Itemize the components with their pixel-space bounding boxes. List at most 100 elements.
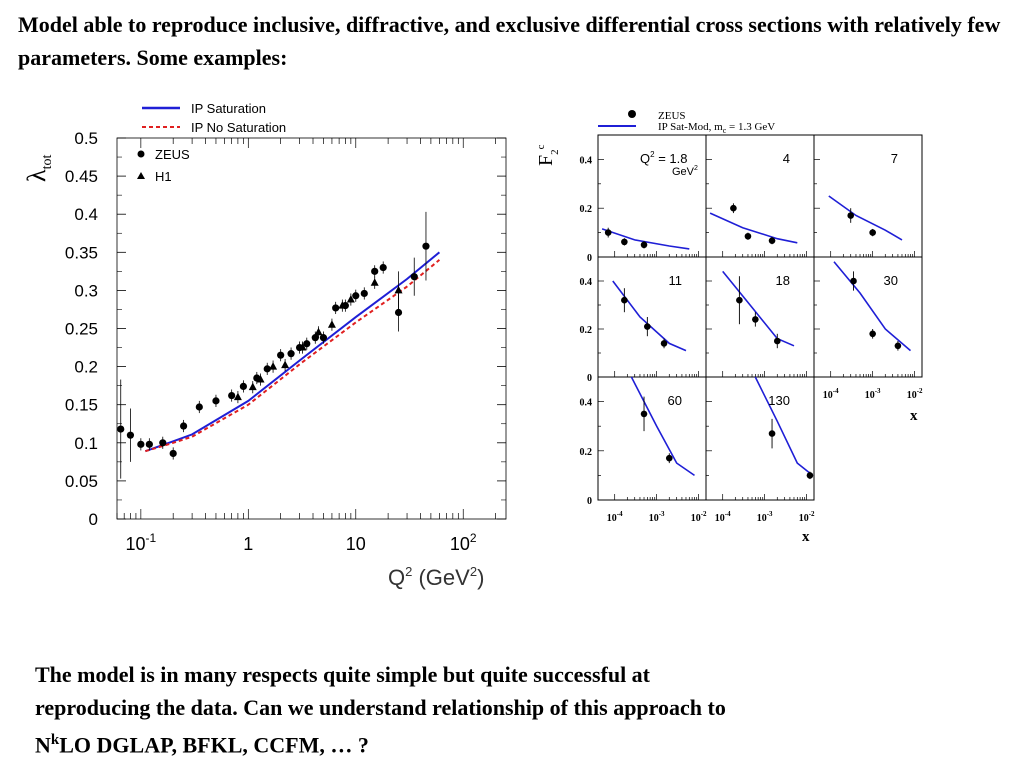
h1-data-point — [233, 392, 242, 401]
zeus-data-point — [212, 397, 220, 405]
f2c-y-tick-label: 0.4 — [580, 398, 593, 409]
f2c-x-tick-exp: -2 — [917, 387, 923, 395]
f2c-data-point — [644, 323, 651, 330]
f2c-x-tick-base: 10 — [607, 513, 617, 524]
zeus-data-point — [137, 440, 145, 448]
y-title-lambda: λ — [22, 169, 51, 182]
zeus-data-point — [352, 292, 360, 300]
f2c-panel-q2-label: 60 — [668, 393, 682, 408]
h1-data-point — [248, 382, 257, 391]
f2c-model-curve — [754, 376, 814, 477]
f2c-panel-frame — [597, 376, 707, 501]
zeus-data-point — [195, 403, 203, 411]
f2c-x-tick-label: 10-2 — [799, 510, 815, 524]
legend-h1-label: H1 — [155, 169, 172, 184]
zeus-data-point — [410, 273, 418, 281]
h1-data-point — [314, 327, 323, 336]
f2c-data-point — [850, 277, 857, 285]
f2c-data-point — [621, 296, 628, 304]
lambda-y-tick-label: 0.15 — [65, 396, 98, 415]
f2c-data-point — [752, 316, 759, 323]
zeus-data-point — [263, 365, 271, 373]
f2c-panel-frame — [705, 134, 815, 258]
f2c-legend-zeus-label: ZEUS — [658, 110, 686, 122]
h1-data-point — [281, 360, 290, 369]
f2c-y-tick-label: 0 — [587, 373, 592, 384]
zeus-data-point — [228, 391, 236, 400]
zeus-data-point — [277, 351, 285, 359]
lambda-x-tick-exponent: -1 — [146, 531, 157, 545]
conclusion-line-1: The model is in many respects quite simp… — [35, 662, 651, 687]
zeus-data-point — [332, 304, 340, 312]
f2c-y-tick-label: 0.4 — [580, 277, 593, 288]
f2c-y-axis-title: F2c — [535, 144, 561, 166]
f2c-data-point — [744, 232, 752, 240]
legend-zeus-label: ZEUS — [155, 147, 190, 162]
f2c-data-point — [660, 340, 668, 347]
f2c-x-tick-label: 10-2 — [691, 510, 707, 524]
lambda-y-axis-title: λtot — [22, 155, 55, 182]
f2c-panel-q2-label: 18 — [776, 273, 790, 288]
h1-data-point — [256, 375, 265, 383]
lambda-y-tick-label: 0.2 — [74, 358, 98, 377]
f2c-y-title-f: F — [535, 155, 557, 166]
q2-sup: 2 — [650, 150, 655, 159]
f2c-x-tick-base: 10 — [691, 513, 701, 524]
h1-data-point — [327, 320, 336, 328]
f2c-x-tick-base: 10 — [799, 513, 809, 524]
lambda-y-tick-label: 0.35 — [65, 243, 98, 262]
lambda-y-tick-label: 0.5 — [74, 129, 98, 148]
lambda-y-tick-label: 0.1 — [74, 434, 98, 453]
x-title-sup: 2 — [405, 564, 412, 579]
f2c-data-point — [640, 410, 648, 418]
h1-data-point — [394, 285, 403, 294]
f2c-panel-q2-label: 11 — [669, 273, 683, 288]
f2c-x-tick-base: 10 — [907, 390, 917, 401]
f2c-x-tick-base: 10 — [715, 513, 725, 524]
f2c-data-point — [869, 330, 876, 338]
f2c-model-curve — [612, 280, 687, 352]
f2c-y-tick-label: 0 — [587, 496, 592, 507]
zeus-data-point — [379, 263, 387, 272]
f2c-x-tick-label: 10-4 — [715, 510, 731, 524]
conclusion-k-superscript: k — [50, 732, 60, 748]
lambda-y-tick-label: 0.25 — [65, 320, 98, 339]
f2c-panel-frame — [813, 256, 923, 378]
h1-data-point — [346, 295, 355, 303]
slide-intro-text: Model able to reproduce inclusive, diffr… — [18, 12, 1001, 70]
q2-value: = 1.8 — [655, 151, 688, 166]
h1-data-point — [269, 362, 278, 370]
f2c-x-tick-base: 10 — [865, 390, 875, 401]
f2c-y-title-sup: c — [535, 144, 547, 149]
f2c-panel-frame — [705, 376, 815, 501]
zeus-data-point — [169, 449, 177, 458]
zeus-data-point — [180, 422, 188, 430]
zeus-data-point — [145, 440, 153, 448]
f2c-model-curve — [833, 261, 912, 352]
lambda-x-tick-base: 10 — [450, 534, 470, 554]
lambda-y-tick-label: 0.05 — [65, 472, 98, 491]
f2c-panel-q2-label: 30 — [884, 273, 898, 288]
f2c-y-tick-label: 0.4 — [580, 155, 593, 166]
lambda-y-tick-label: 0 — [89, 510, 98, 529]
x-title-unit: (GeV — [412, 565, 470, 590]
zeus-data-point — [159, 439, 167, 447]
f2c-model-curve — [601, 228, 690, 250]
x-title-close: ) — [477, 565, 484, 590]
legend-h1-marker — [137, 172, 145, 179]
conclusion-rest: LO DGLAP, BFKL, CCFM, … ? — [59, 732, 369, 758]
f2c-model-curve — [828, 195, 903, 241]
conclusion-line-2: reproducing the data. Can we understand … — [35, 695, 726, 720]
lambda-y-tick-label: 0.45 — [65, 167, 98, 186]
legend-zeus-marker — [137, 150, 145, 158]
f2c-x-axis-title-bottom: x — [802, 529, 810, 545]
f2c-legend-curve-text: IP Sat-Mod, m — [658, 121, 723, 133]
f2c-data-point — [604, 229, 612, 236]
f2c-x-axis-title-right: x — [910, 408, 918, 424]
zeus-data-point — [394, 308, 403, 317]
f2c-panel-frame — [597, 256, 707, 378]
slide-conclusion-text: The model is in many respects quite simp… — [35, 658, 995, 761]
f2c-panel-frame — [813, 134, 923, 258]
